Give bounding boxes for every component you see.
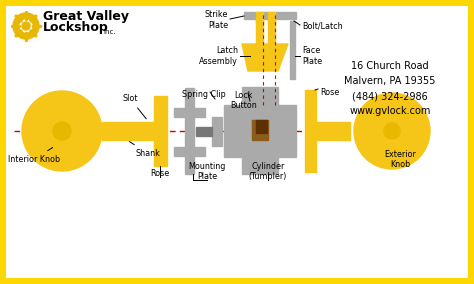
Bar — [185, 88, 194, 174]
Text: Slot: Slot — [122, 94, 146, 119]
Circle shape — [53, 122, 71, 140]
Text: Rose: Rose — [150, 169, 170, 178]
Bar — [316, 122, 350, 140]
Bar — [268, 12, 275, 24]
Bar — [174, 147, 205, 156]
Text: 16 Church Road: 16 Church Road — [351, 61, 429, 71]
Text: Face
Plate: Face Plate — [302, 46, 322, 66]
Bar — [268, 16, 275, 44]
Circle shape — [22, 22, 30, 30]
Bar — [242, 156, 278, 174]
Bar — [252, 120, 268, 140]
Bar — [102, 122, 154, 140]
Polygon shape — [242, 44, 288, 71]
Text: Mounting
Plate: Mounting Plate — [188, 162, 226, 181]
Circle shape — [354, 93, 430, 169]
Text: Interior Knob: Interior Knob — [8, 147, 60, 164]
Text: Bolt/Latch: Bolt/Latch — [302, 22, 343, 30]
Text: Strike
Plate: Strike Plate — [205, 10, 228, 30]
Text: inc.: inc. — [103, 29, 116, 35]
Text: Rose: Rose — [320, 88, 339, 97]
Bar — [224, 105, 296, 157]
Circle shape — [20, 20, 32, 32]
Bar — [256, 12, 263, 24]
Text: Great Valley: Great Valley — [43, 9, 129, 22]
Text: (484) 324-2986: (484) 324-2986 — [352, 91, 428, 101]
Bar — [154, 96, 167, 166]
Bar — [256, 120, 267, 133]
Bar — [242, 87, 278, 105]
Bar — [290, 21, 295, 79]
Circle shape — [384, 123, 400, 139]
Text: www.gvlock.com: www.gvlock.com — [349, 106, 431, 116]
Bar — [174, 108, 205, 117]
Text: Cylinder
(Tumbler): Cylinder (Tumbler) — [249, 162, 287, 181]
Text: Lock
Button: Lock Button — [231, 91, 257, 110]
Circle shape — [22, 91, 102, 171]
Bar — [256, 16, 263, 44]
Bar — [196, 127, 212, 136]
Text: Spring Clip: Spring Clip — [182, 90, 226, 99]
Bar — [212, 117, 222, 146]
Text: Lockshop: Lockshop — [43, 20, 109, 34]
Text: Shank: Shank — [129, 141, 160, 158]
Text: Malvern, PA 19355: Malvern, PA 19355 — [344, 76, 436, 86]
Text: Exterior
Knob: Exterior Knob — [384, 150, 416, 169]
Bar — [244, 12, 296, 19]
Bar — [305, 90, 316, 172]
Text: Latch
Assembly: Latch Assembly — [199, 46, 238, 66]
Circle shape — [13, 13, 39, 39]
